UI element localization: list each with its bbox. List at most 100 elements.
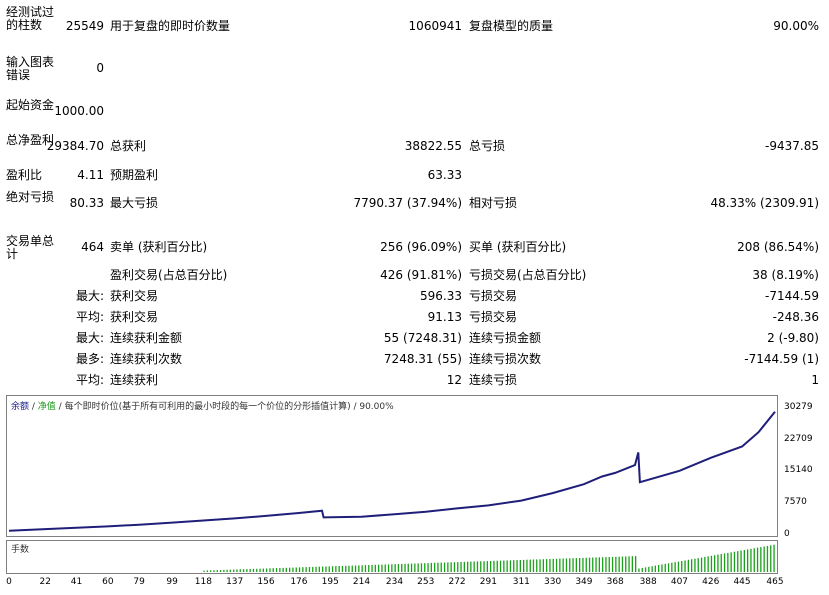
chart-header-balance: 余额 — [11, 402, 30, 412]
volume-bar — [443, 562, 446, 572]
volume-bar — [661, 564, 663, 572]
volume-bar — [246, 569, 248, 572]
bars-tested-value: 25549 — [65, 19, 104, 33]
volume-bar — [361, 565, 363, 572]
volume-bar — [266, 568, 268, 572]
volume-bar — [631, 556, 633, 572]
volume-bar — [404, 563, 406, 572]
volume-bar — [499, 560, 502, 572]
volume-bar — [526, 559, 528, 572]
volume-bar — [476, 561, 479, 572]
volume-bar — [322, 566, 324, 572]
volume-bar — [532, 559, 535, 572]
total-trades-label: 交易单总计 — [6, 234, 55, 261]
volume-label: 手数 — [11, 545, 30, 555]
volume-bar — [223, 569, 225, 572]
volume-bar — [325, 566, 327, 572]
max-consec-wins-money-label: 连续获利金额 — [110, 331, 183, 345]
volume-chart-svg — [203, 544, 775, 572]
y-tick-label: 30279 — [784, 402, 813, 412]
x-tick-label: 60 — [102, 577, 114, 587]
largest-loss-label: 亏损交易 — [469, 289, 518, 303]
volume-bar — [766, 545, 769, 572]
max-consec-losses-money-value: 2 (-9.80) — [767, 331, 819, 345]
volume-bar — [378, 564, 380, 572]
volume-bar — [312, 566, 314, 572]
volume-bar — [242, 569, 245, 572]
volume-bar — [760, 547, 762, 572]
volume-bar — [651, 566, 653, 572]
x-tick-label: 176 — [290, 577, 308, 587]
abs-drawdown-label: 绝对亏损 — [6, 190, 55, 204]
volume-bar — [308, 567, 311, 572]
volume-bar — [750, 548, 752, 572]
volume-bar — [536, 559, 538, 572]
volume-bar — [621, 556, 624, 572]
initial-deposit-label: 起始资金 — [6, 98, 55, 112]
volume-bar — [341, 565, 344, 572]
volume-bar — [516, 560, 518, 572]
volume-bar — [740, 550, 742, 572]
avg-prefix: 平均: — [75, 373, 104, 387]
volume-bar — [641, 567, 643, 572]
volume-bar — [611, 556, 614, 572]
volume-bar — [737, 551, 739, 572]
x-tick-label: 137 — [226, 577, 244, 587]
max-consec-wins-money-value: 55 (7248.31) — [383, 331, 462, 345]
maximal-consec-profit-label: 连续获利次数 — [110, 352, 183, 366]
profit-trades-value: 426 (91.81%) — [380, 268, 462, 282]
avg-consec-losses-label: 连续亏损 — [469, 373, 518, 387]
volume-bar — [681, 561, 683, 572]
volume-bar — [654, 565, 656, 572]
volume-bar — [730, 552, 732, 572]
balance-line — [8, 411, 776, 532]
volume-bar — [302, 567, 304, 572]
volume-bar — [723, 553, 726, 572]
x-tick-label: 311 — [512, 577, 530, 587]
volume-bar — [770, 545, 772, 572]
volume-bar — [298, 567, 301, 572]
volume-bar — [763, 546, 765, 572]
volume-bar — [714, 555, 716, 572]
volume-bar — [523, 559, 525, 572]
volume-bar — [519, 560, 521, 572]
volume-bar — [473, 561, 475, 572]
average-profit-label: 获利交易 — [110, 310, 159, 324]
volume-bar — [691, 559, 693, 572]
x-tick-label: 349 — [575, 577, 593, 587]
volume-bar — [407, 563, 409, 572]
volume-bar — [595, 557, 597, 572]
volume-bar — [720, 554, 722, 572]
modelling-quality-label: 复盘模型的质量 — [469, 19, 554, 33]
volume-bar — [457, 562, 459, 572]
volume-bar — [272, 568, 274, 572]
volume-bar — [565, 558, 568, 572]
x-tick-label: 330 — [544, 577, 562, 587]
volume-bar — [513, 560, 515, 572]
ticks-modelled-label: 用于复盘的即时价数量 — [110, 19, 231, 33]
x-tick-label: 368 — [606, 577, 624, 587]
x-tick-label: 99 — [166, 577, 178, 587]
rel-drawdown-label: 相对亏损 — [469, 196, 518, 210]
volume-bar — [249, 569, 251, 572]
x-tick-label: 407 — [670, 577, 689, 587]
volume-bar — [496, 560, 498, 572]
mismatched-errors-value: 0 — [96, 61, 104, 75]
volume-bar — [575, 558, 577, 572]
volume-bar — [315, 566, 317, 572]
volume-bar — [704, 556, 706, 572]
volume-bar — [677, 561, 680, 572]
volume-bar — [440, 562, 442, 572]
volume-bar — [338, 566, 340, 572]
expected-payoff-value: 63.33 — [427, 168, 462, 182]
volume-bar — [289, 567, 291, 572]
chart-header-quality: 90.00% — [359, 402, 394, 412]
long-positions-value: 208 (86.54%) — [737, 240, 819, 254]
max-consec-losses-money-label: 连续亏损金额 — [469, 331, 542, 345]
volume-bar — [756, 547, 759, 572]
profit-factor-value: 4.11 — [77, 168, 104, 182]
volume-bar — [700, 557, 703, 572]
max-prefix: 最大: — [75, 331, 104, 345]
volume-bar — [219, 570, 222, 572]
volume-bar — [490, 561, 492, 572]
